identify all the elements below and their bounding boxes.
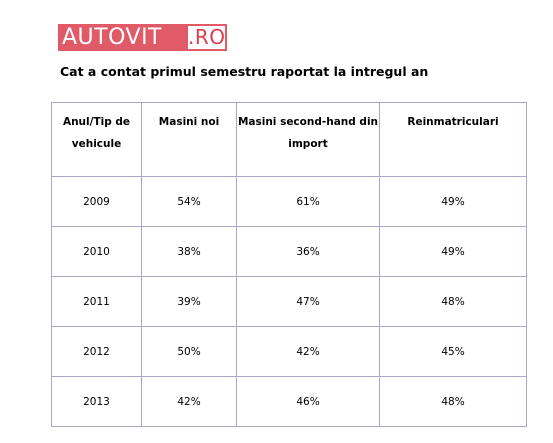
cell-new-cars: 39% (141, 276, 237, 327)
header-new-cars: Masini noi (141, 102, 237, 177)
header-year-type: Anul/Tip de vehicule (51, 102, 142, 177)
header-second-hand-import: Masini second-hand din import (236, 102, 380, 177)
table-header-row: Anul/Tip de vehicule Masini noi Masini s… (51, 102, 527, 177)
table-row: 2010 38% 36% 49% (51, 226, 527, 277)
cell-second-hand: 46% (236, 376, 380, 427)
cell-year: 2012 (51, 326, 142, 377)
cell-year: 2009 (51, 176, 142, 227)
table-row: 2013 42% 46% 48% (51, 376, 527, 427)
cell-reregistrations: 49% (379, 226, 527, 277)
cell-second-hand: 36% (236, 226, 380, 277)
cell-year: 2011 (51, 276, 142, 327)
cell-second-hand: 42% (236, 326, 380, 377)
table-row: 2011 39% 47% 48% (51, 276, 527, 327)
table-row: 2012 50% 42% 45% (51, 326, 527, 377)
cell-second-hand: 47% (236, 276, 380, 327)
logo-suffix-text: .RO (188, 24, 227, 51)
cell-year: 2010 (51, 226, 142, 277)
cell-new-cars: 42% (141, 376, 237, 427)
cell-reregistrations: 49% (379, 176, 527, 227)
cell-new-cars: 54% (141, 176, 237, 227)
logo-main-text: AUTOVIT (58, 24, 188, 51)
stats-table: Anul/Tip de vehicule Masini noi Masini s… (51, 102, 527, 427)
header-reregistrations: Reinmatriculari (379, 102, 527, 177)
cell-reregistrations: 48% (379, 376, 527, 427)
cell-year: 2013 (51, 376, 142, 427)
cell-reregistrations: 45% (379, 326, 527, 377)
cell-reregistrations: 48% (379, 276, 527, 327)
cell-second-hand: 61% (236, 176, 380, 227)
page-title: Cat a contat primul semestru raportat la… (60, 64, 429, 79)
table-row: 2009 54% 61% 49% (51, 176, 527, 227)
cell-new-cars: 50% (141, 326, 237, 377)
autovit-logo: AUTOVIT .RO (58, 24, 228, 51)
cell-new-cars: 38% (141, 226, 237, 277)
